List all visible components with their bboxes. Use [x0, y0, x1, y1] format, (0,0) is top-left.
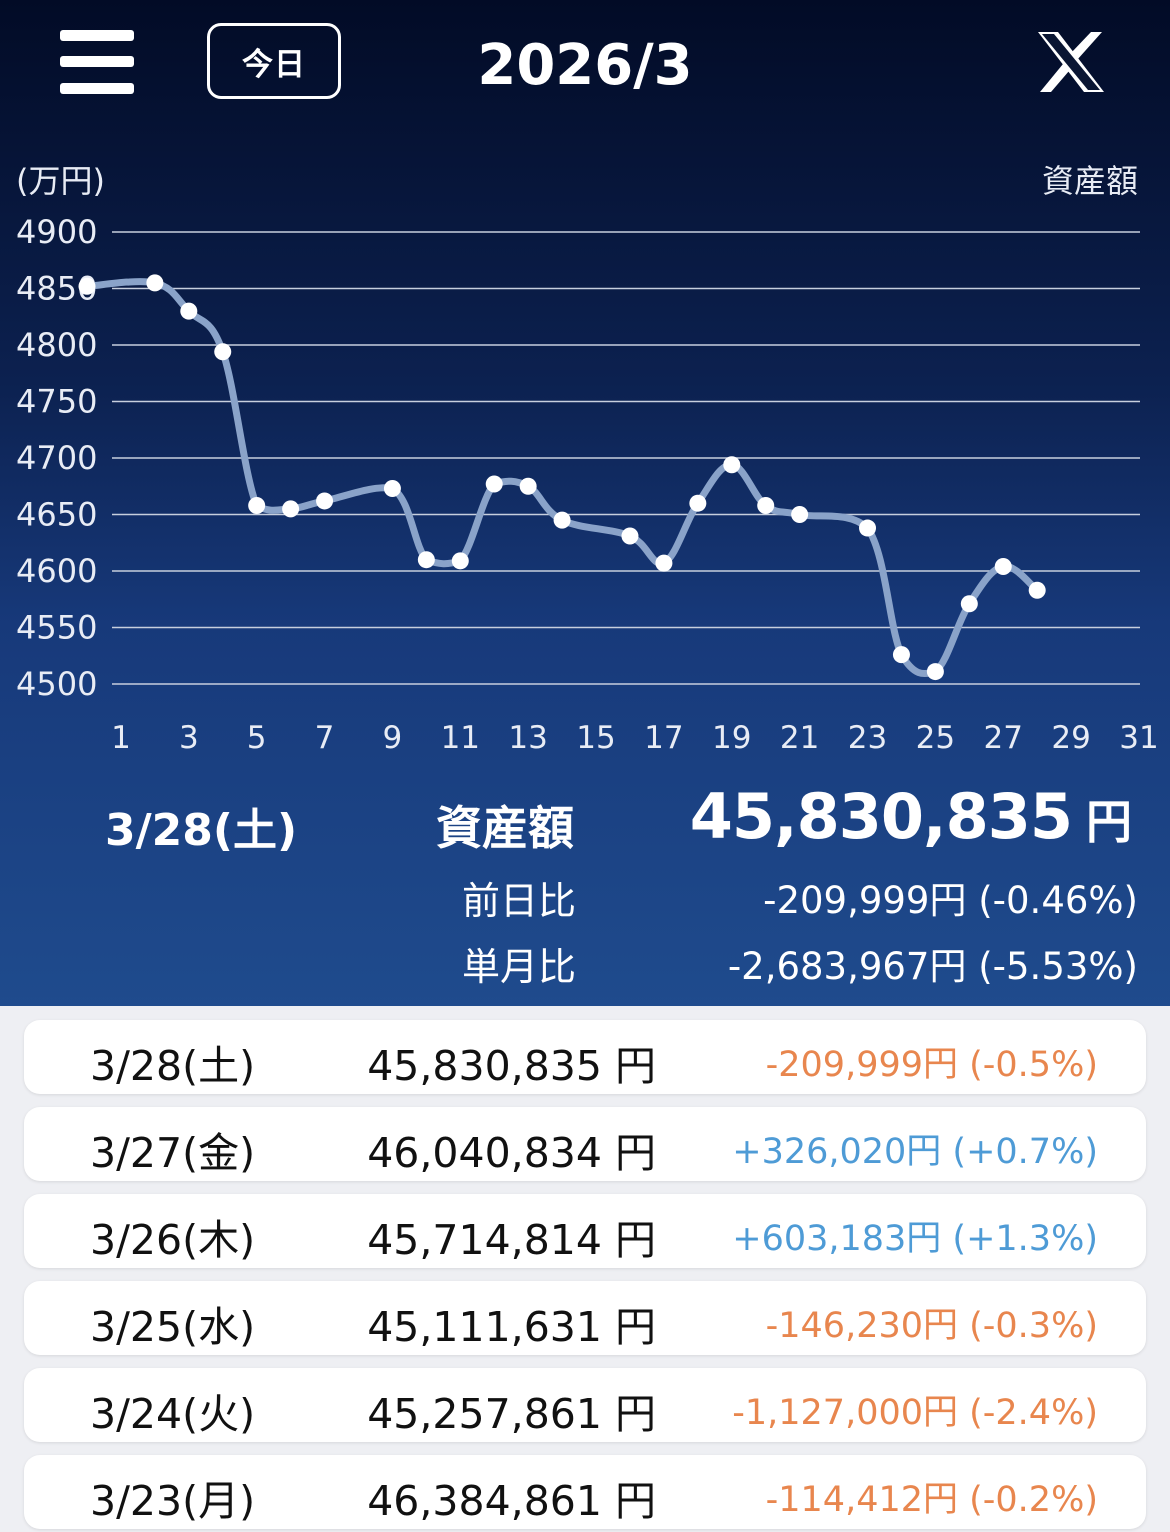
x-tick-label: 7: [315, 720, 335, 756]
month-change-value: -2,683,967円 (-5.53%): [727, 945, 1138, 988]
history-row[interactable]: 3/23(月) 46,384,861 円 -114,412円 (-0.2%): [24, 1455, 1146, 1529]
summary-date: 3/28(土): [105, 805, 298, 856]
summary-total-value: 45,830,835: [689, 780, 1073, 853]
x-axis-ticks: 1 3 5 7 9 11 13 15 17 19 21 23 25 27 29 31: [111, 720, 1159, 756]
x-tick-label: 13: [508, 720, 547, 756]
today-button[interactable]: 今日: [207, 23, 341, 99]
x-tick-label: 21: [780, 720, 819, 756]
y-tick-label: 4750: [16, 383, 97, 421]
row-amount: 45,257,861 円: [367, 1390, 656, 1438]
data-point[interactable]: [655, 554, 673, 572]
x-tick-label: 9: [383, 720, 403, 756]
asset-line-chart: (万円) 資産額 4900485048004750470046504600455…: [16, 162, 1159, 756]
y-tick-label: 4550: [16, 609, 97, 647]
history-row[interactable]: 3/24(火) 45,257,861 円 -1,127,000円 (-2.4%): [24, 1368, 1146, 1442]
x-tick-label: 29: [1051, 720, 1090, 756]
data-point[interactable]: [180, 302, 198, 320]
y-tick-label: 4900: [16, 213, 97, 251]
row-amount: 45,111,631 円: [367, 1303, 656, 1351]
y-tick-label: 4700: [16, 439, 97, 477]
day-change-label: 前日比: [462, 879, 577, 923]
y-tick-label: 4650: [16, 496, 97, 534]
x-tick-label: 23: [848, 720, 887, 756]
row-amount: 46,384,861 円: [367, 1477, 656, 1525]
data-point[interactable]: [859, 519, 877, 537]
row-date: 3/26(木): [90, 1216, 256, 1264]
row-date: 3/25(水): [90, 1303, 256, 1351]
hamburger-menu-icon[interactable]: [60, 30, 134, 94]
data-point[interactable]: [621, 527, 639, 545]
row-change: -209,999円 (-0.5%): [765, 1045, 1098, 1085]
x-tick-label: 17: [644, 720, 683, 756]
x-tick-label: 25: [916, 720, 955, 756]
series-line-layer: [83, 278, 1041, 678]
series-points: [78, 274, 1046, 681]
row-date: 3/24(火): [90, 1390, 256, 1438]
data-point[interactable]: [214, 343, 232, 361]
summary-panel: 3/28(土) 資産額 45,830,835 円 前日比 -209,999円 (-…: [0, 780, 1170, 1006]
series-label: 資産額: [1042, 162, 1138, 200]
history-row[interactable]: 3/28(土) 45,830,835 円 -209,999円 (-0.5%): [24, 1020, 1146, 1094]
data-point[interactable]: [960, 595, 978, 613]
summary-total-unit: 円: [1086, 795, 1132, 849]
data-point[interactable]: [383, 480, 401, 498]
x-tick-label: 31: [1119, 720, 1158, 756]
data-point[interactable]: [689, 494, 707, 512]
x-tick-label: 3: [179, 720, 199, 756]
history-row[interactable]: 3/27(金) 46,040,834 円 +326,020円 (+0.7%): [24, 1107, 1146, 1181]
x-logo-icon[interactable]: [1036, 30, 1106, 94]
data-point[interactable]: [926, 663, 944, 681]
data-point[interactable]: [791, 506, 809, 523]
history-row[interactable]: 3/26(木) 45,714,814 円 +603,183円 (+1.3%): [24, 1194, 1146, 1268]
x-tick-label: 27: [984, 720, 1023, 756]
data-point[interactable]: [519, 477, 537, 495]
data-point[interactable]: [282, 500, 300, 518]
row-amount: 46,040,834 円: [367, 1129, 656, 1177]
data-point[interactable]: [723, 456, 741, 474]
month-title: 2026/3: [477, 33, 693, 98]
month-change-label: 単月比: [462, 945, 577, 989]
row-date: 3/27(金): [90, 1129, 256, 1177]
x-tick-label: 11: [441, 720, 480, 756]
summary-total: 45,830,835 円: [690, 780, 1132, 853]
data-point[interactable]: [451, 552, 469, 570]
data-point[interactable]: [1028, 581, 1046, 599]
history-row[interactable]: 3/25(水) 45,111,631 円 -146,230円 (-0.3%): [24, 1281, 1146, 1355]
row-change: +326,020円 (+0.7%): [732, 1132, 1098, 1172]
x-tick-label: 5: [247, 720, 267, 756]
data-point[interactable]: [316, 492, 334, 510]
data-point[interactable]: [994, 557, 1012, 575]
y-tick-label: 4800: [16, 326, 97, 364]
data-point[interactable]: [892, 646, 910, 664]
x-tick-label: 19: [712, 720, 751, 756]
data-point[interactable]: [146, 274, 164, 292]
data-point[interactable]: [485, 475, 503, 493]
top-panel: 今日 2026/3 (万円) 資産額 4900 4850 4800 4750 4700 4…: [0, 0, 1170, 1006]
day-change-value: -209,999円 (-0.46%): [763, 879, 1138, 922]
x-tick-label: 1: [111, 720, 131, 756]
y-tick-label: 4600: [16, 552, 97, 590]
grid-layer: [112, 231, 1140, 685]
x-tick-label: 15: [576, 720, 615, 756]
y-tick-label: 4500: [16, 665, 97, 703]
data-point[interactable]: [248, 496, 266, 514]
summary-label: 資産額: [436, 801, 574, 855]
row-amount: 45,714,814 円: [367, 1216, 656, 1264]
row-change: -146,230円 (-0.3%): [765, 1306, 1098, 1346]
row-change: +603,183円 (+1.3%): [732, 1219, 1098, 1259]
row-date: 3/28(土): [90, 1042, 256, 1090]
data-point[interactable]: [78, 277, 96, 295]
data-point[interactable]: [417, 551, 435, 569]
row-amount: 45,830,835 円: [367, 1042, 656, 1090]
series-line: [83, 278, 1041, 678]
data-point[interactable]: [757, 496, 775, 514]
app-header: 今日 2026/3: [0, 0, 1170, 130]
row-change: -114,412円 (-0.2%): [765, 1480, 1098, 1520]
y-unit-label: (万円): [16, 162, 105, 200]
row-date: 3/23(月): [90, 1477, 256, 1525]
data-point[interactable]: [553, 511, 571, 529]
row-change: -1,127,000円 (-2.4%): [732, 1393, 1098, 1433]
